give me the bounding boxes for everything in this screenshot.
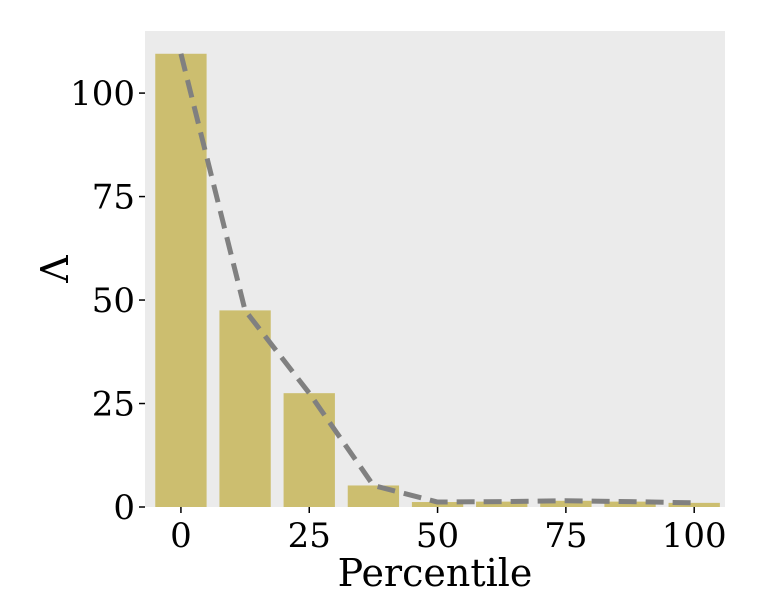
y-tick-label-0: 0 — [113, 488, 135, 528]
trend-line — [178, 53, 695, 506]
x-tick-label-2: 50 — [416, 516, 459, 556]
bar-1 — [219, 310, 271, 507]
line-layer — [178, 53, 695, 506]
bar-0 — [155, 53, 207, 507]
x-axis-ticks: 0 25 50 75 100 — [170, 507, 727, 556]
y-axis-ticks: 0 25 50 75 100 — [70, 74, 145, 528]
y-tick-label-3: 75 — [92, 178, 135, 218]
bar-7 — [604, 501, 656, 507]
bar-5 — [476, 501, 528, 507]
x-tick-label-0: 0 — [170, 516, 192, 556]
y-tick-label-2: 50 — [92, 281, 135, 321]
bar-8 — [668, 502, 720, 507]
x-tick-label-1: 25 — [288, 516, 331, 556]
x-axis-label: Percentile — [338, 551, 533, 595]
y-tick-label-1: 25 — [92, 385, 135, 425]
x-tick-label-4: 100 — [662, 516, 727, 556]
bar-6 — [540, 500, 592, 507]
bar-2 — [283, 393, 335, 507]
y-tick-label-4: 100 — [70, 74, 135, 114]
x-tick-label-3: 75 — [544, 516, 587, 556]
y-axis-label: Λ — [33, 255, 77, 284]
